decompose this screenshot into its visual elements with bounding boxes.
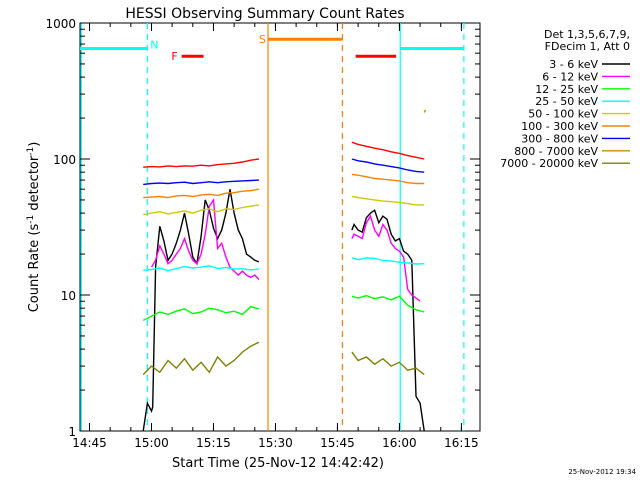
legend-label: 6 - 12 keV — [542, 70, 598, 83]
series-100-300keV-line — [351, 173, 425, 185]
series-red-line — [351, 141, 425, 160]
y-axis-ticks: 1 10 100 1000 — [45, 17, 480, 439]
x-tick-label: 15:45 — [320, 436, 355, 450]
annotation-n-label: N — [150, 38, 158, 51]
y-axis-label-mid: detector — [27, 155, 42, 215]
x-tick-label: 15:00 — [134, 436, 169, 450]
annotation-s-label: S — [259, 33, 266, 46]
legend-label: 100 - 300 keV — [521, 120, 598, 133]
y-axis-label: Count Rate (s-1 detector-1) — [26, 142, 42, 313]
series-800-7000keV-line — [423, 109, 427, 113]
y-tick-label: 1000 — [45, 17, 76, 31]
legend: Det 1,3,5,6,7,9, FDecim 1, Att 0 3 - 6 k… — [500, 28, 630, 170]
y-tick-label: 1 — [68, 425, 76, 439]
status-vertical-lines — [80, 23, 465, 431]
series-7000-20000keV-line — [351, 351, 425, 376]
series-100-300keV-line — [143, 188, 260, 199]
x-axis-label: Start Time (25-Nov-12 14:42:42) — [172, 456, 384, 471]
plot-frame — [79, 22, 481, 432]
series-25-50keV-line — [143, 265, 259, 272]
series-50-100keV-line — [351, 195, 425, 206]
annotation-labels: NF S — [150, 33, 266, 63]
series-300-800keV-line — [351, 158, 425, 173]
legend-label: 50 - 100 keV — [528, 108, 598, 121]
annotation-f-label: F — [171, 50, 177, 63]
x-axis-ticks: 14:45 15:00 15:15 15:30 15:45 16:00 16:15 — [72, 23, 479, 450]
series-6-12keV-line — [351, 214, 421, 302]
y-axis-label-sup1: -1 — [26, 215, 36, 224]
y-tick-label: 10 — [61, 289, 76, 303]
y-axis-label-main: Count Rate (s — [27, 224, 42, 313]
legend-label: 3 - 6 keV — [549, 58, 598, 71]
x-tick-label: 15:30 — [258, 436, 293, 450]
y-axis-label-end: ) — [27, 142, 42, 147]
legend-header-2: FDecim 1, Att 0 — [545, 40, 630, 53]
series-7000-20000keV-line — [142, 341, 260, 376]
chart-title: HESSI Observing Summary Count Rates — [125, 6, 404, 22]
series-12-25keV-line — [142, 305, 260, 322]
status-bars — [80, 37, 464, 58]
legend-label: 300 - 800 keV — [521, 132, 598, 145]
x-tick-label: 15:15 — [196, 436, 231, 450]
legend-label: 800 - 7000 keV — [514, 145, 598, 158]
x-tick-label: 14:45 — [72, 436, 107, 450]
legend-header-1: Det 1,3,5,6,7,9, — [544, 28, 630, 41]
legend-label: 12 - 25 keV — [535, 83, 598, 96]
y-axis-label-sup2: -1 — [26, 147, 36, 156]
legend-label: 25 - 50 keV — [535, 95, 598, 108]
series-300-800keV-line — [143, 179, 259, 186]
series-25-50keV-line — [351, 257, 425, 265]
series-3-6keV-line — [142, 189, 260, 432]
series-lines — [142, 109, 427, 432]
series-12-25keV-line — [351, 294, 425, 313]
footer-timestamp: 25-Nov-2012 19:34 — [568, 468, 636, 476]
x-tick-label: 16:15 — [444, 436, 479, 450]
series-red-line — [143, 158, 260, 168]
legend-label: 7000 - 20000 keV — [500, 157, 598, 170]
x-tick-label: 16:00 — [382, 436, 417, 450]
series-50-100keV-line — [143, 204, 260, 216]
series-3-6keV-line — [351, 209, 425, 432]
plot-area: 14:45 15:00 15:15 15:30 15:45 16:00 16:15 1101… — [45, 17, 481, 450]
y-tick-label: 100 — [53, 153, 76, 167]
series-6-12keV-line — [150, 197, 260, 280]
